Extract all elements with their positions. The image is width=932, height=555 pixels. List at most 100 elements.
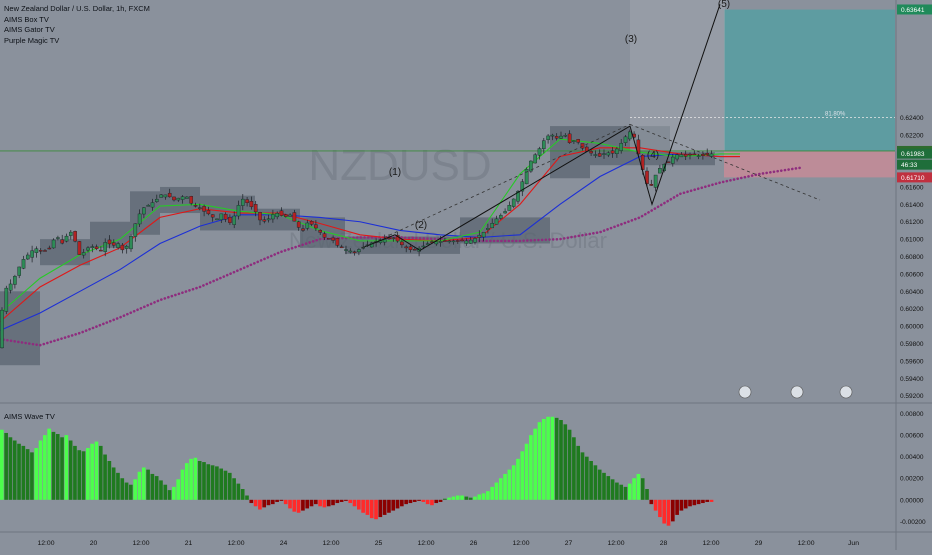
time-tick-label: 12:00: [322, 540, 339, 547]
candle-up: [185, 196, 189, 199]
wave-legend[interactable]: AIMS Wave TV: [4, 412, 55, 421]
candle-down: [460, 239, 464, 242]
wave-bar: [189, 458, 193, 500]
wave-bar: [141, 467, 146, 500]
wave-label-5: (5): [718, 0, 730, 10]
wave-bar: [438, 499, 443, 502]
candle-up: [26, 254, 30, 260]
candle-down: [73, 231, 77, 242]
candle-down: [47, 247, 52, 250]
wave-bar: [197, 460, 202, 500]
candle-up: [103, 242, 107, 252]
candle-up: [215, 218, 219, 221]
candle-up: [64, 235, 69, 242]
time-tick-label: 12:00: [797, 540, 814, 547]
candle-down: [249, 201, 254, 208]
candle-down: [352, 251, 357, 253]
candle-up: [124, 246, 129, 249]
time-tick-label: 20: [90, 540, 98, 547]
candle-up: [550, 134, 555, 137]
wave-bar: [425, 499, 430, 505]
wave-bar: [632, 478, 636, 500]
wave-bar: [43, 435, 47, 500]
wave-bar: [223, 470, 228, 500]
wave-bar: [395, 499, 400, 509]
time-tick-label: 25: [375, 540, 383, 547]
wave-bar: [202, 462, 206, 500]
candle-up: [86, 247, 90, 251]
candle-down: [339, 246, 344, 249]
target-zone: [724, 9, 895, 152]
wave-bar: [98, 445, 103, 500]
wave-bar: [25, 449, 30, 500]
candle-up: [653, 174, 658, 188]
wave-bar: [658, 499, 662, 518]
candle-down: [327, 238, 331, 240]
time-tick-label: 12:00: [37, 540, 54, 547]
wave-bar: [563, 424, 568, 500]
legend-title[interactable]: New Zealand Dollar / U.S. Dollar, 1h, FX…: [4, 4, 150, 13]
time-tick-label: 12:00: [607, 540, 624, 547]
wave-bar: [219, 468, 224, 500]
wave-bar: [477, 494, 482, 500]
wave-bar: [365, 499, 370, 515]
wave-bar: [73, 445, 77, 500]
wave-bar: [8, 437, 13, 500]
candle-up: [348, 250, 353, 253]
candle-up: [451, 240, 456, 243]
candle-down: [636, 139, 641, 155]
price-tick-label: 0.62400: [900, 115, 924, 122]
candle-down: [705, 153, 709, 155]
wave-channel-upper: [361, 123, 631, 249]
wave-bar: [124, 482, 129, 500]
candle-down: [99, 249, 103, 252]
economic-event-icon[interactable]: [839, 385, 853, 399]
wave-bar: [4, 432, 8, 500]
candle-down: [331, 237, 335, 241]
candle-up: [8, 283, 13, 291]
wave-bar: [348, 499, 353, 504]
candle-up: [90, 246, 95, 249]
wave-bar: [533, 428, 538, 500]
legend-indicator-gator[interactable]: AIMS Gator TV: [4, 25, 55, 34]
wave-bar: [77, 450, 82, 500]
legend-indicator-purple[interactable]: Purple Magic TV: [4, 35, 60, 45]
wave-bar: [215, 466, 219, 500]
candle-down: [404, 246, 409, 249]
candle-down: [210, 214, 215, 218]
wave-label-4: (4): [647, 150, 659, 161]
wave-bar: [335, 499, 340, 504]
wave-bar: [653, 499, 658, 511]
time-tick-label: 12:00: [417, 540, 434, 547]
economic-event-icon[interactable]: [738, 385, 752, 399]
wave-bar: [51, 431, 56, 500]
candle-down: [228, 216, 232, 223]
candle-down: [649, 184, 654, 186]
candle-up: [154, 198, 159, 202]
candle-down: [111, 242, 116, 246]
candle-up: [421, 245, 426, 248]
gator-red-line: [0, 147, 740, 323]
candle-up: [696, 155, 701, 157]
time-tick-label: 12:00: [702, 540, 719, 547]
candle-down: [206, 210, 211, 215]
wave-bar: [301, 499, 305, 511]
wave-bar: [662, 499, 667, 524]
economic-event-icon[interactable]: [790, 385, 804, 399]
wave-bar: [692, 499, 697, 506]
wave-bar: [610, 479, 615, 500]
wave-bar: [68, 440, 73, 500]
price-tag-text: 46:33: [901, 162, 918, 169]
wave-bar: [279, 499, 284, 501]
fib-label: 81.80%: [825, 111, 846, 117]
wave-bar: [391, 499, 396, 511]
candle-up: [391, 237, 396, 239]
candle-up: [56, 237, 60, 239]
wave-bar: [567, 429, 572, 500]
candle-up: [129, 236, 133, 250]
price-tick-label: 0.60400: [900, 289, 924, 296]
wave-bar: [412, 499, 417, 502]
legend-indicator-box[interactable]: AIMS Box TV: [4, 14, 49, 24]
